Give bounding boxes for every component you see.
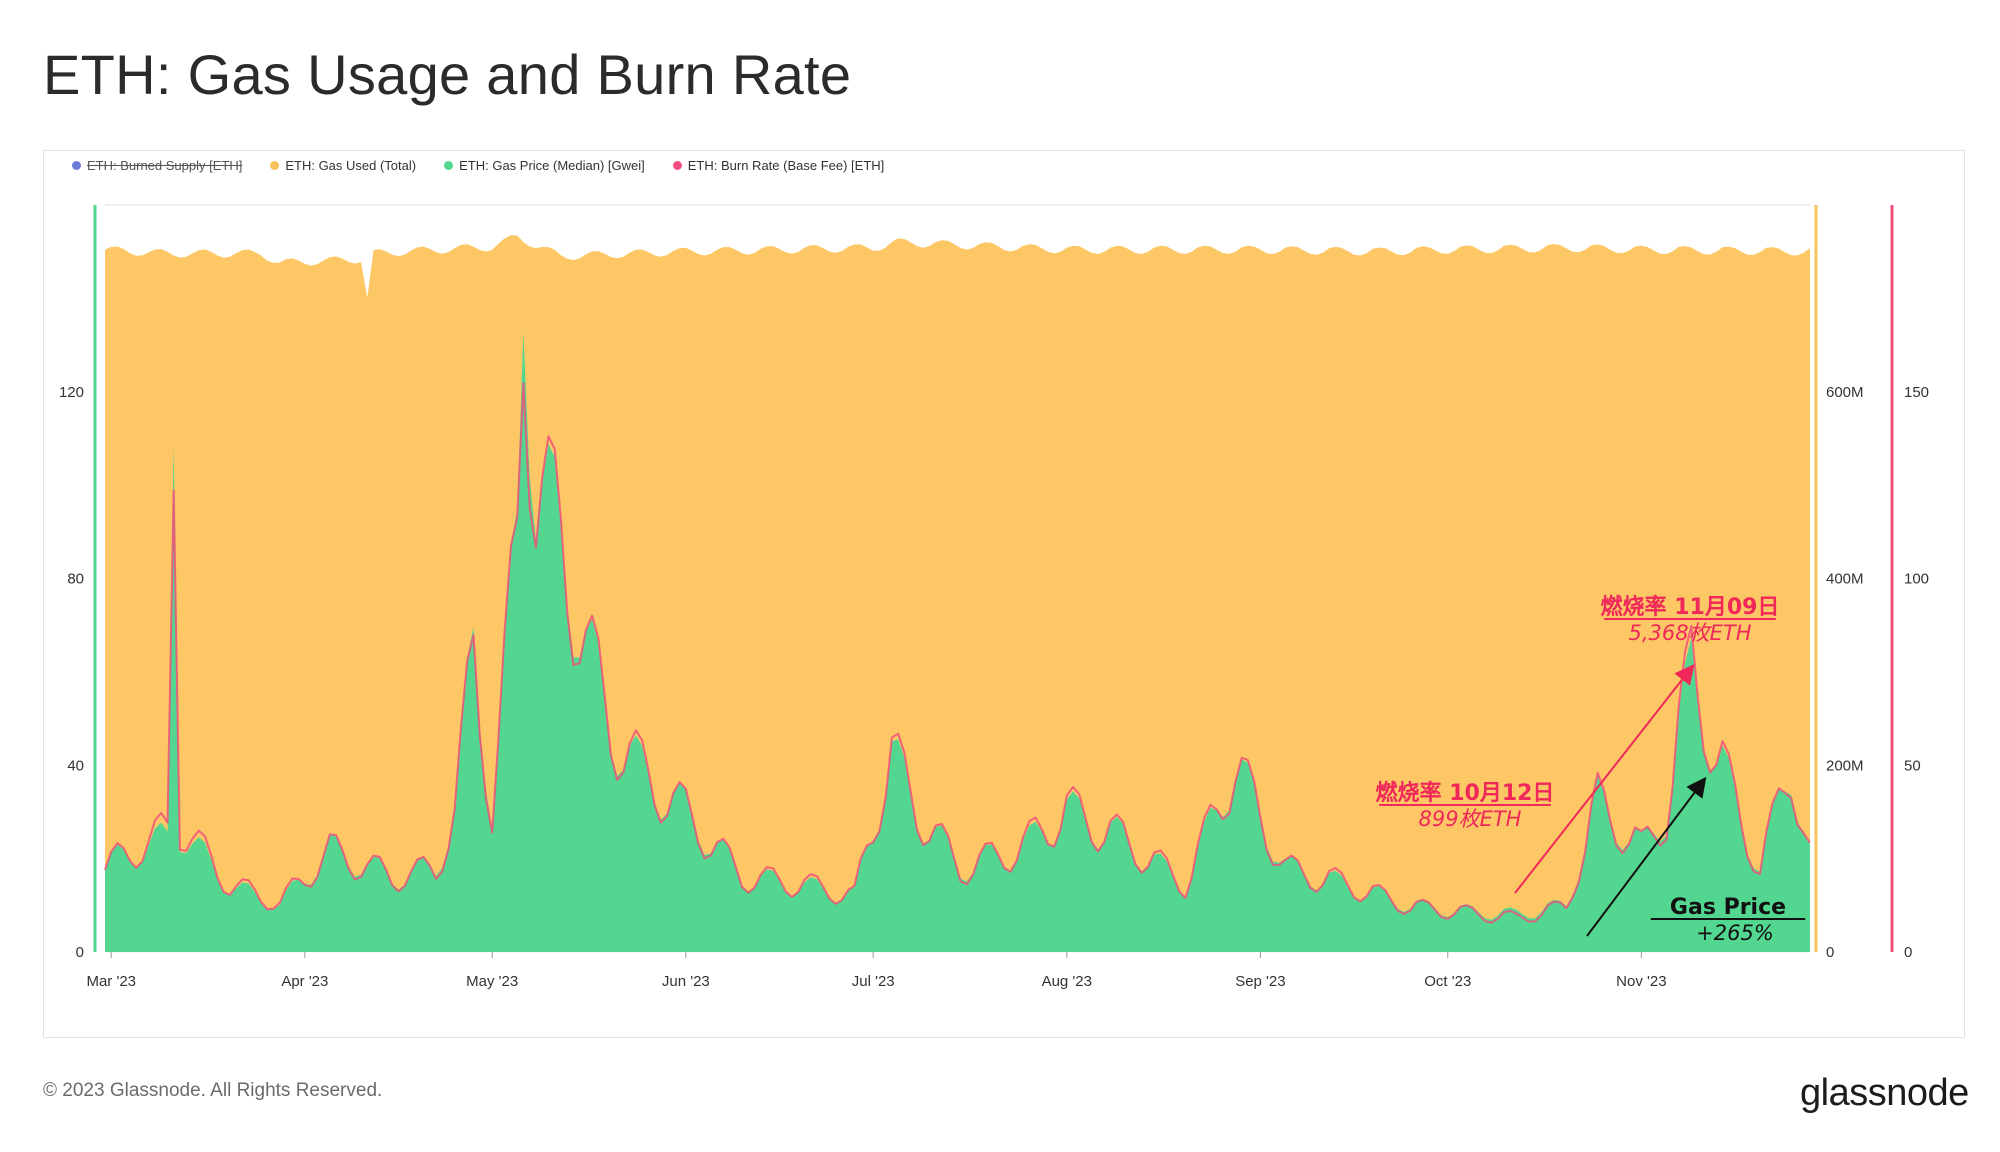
x-tick-label: Jul '23	[852, 973, 895, 990]
legend-label-burn-rate: ETH: Burn Rate (Base Fee) [ETH]	[687, 158, 885, 173]
chart-legend: ETH: Burned Supply [ETH] ETH: Gas Used (…	[72, 158, 884, 173]
legend-item-gas-price[interactable]: ETH: Gas Price (Median) [Gwei]	[444, 158, 645, 173]
legend-dot-gas-price	[444, 161, 454, 170]
y-tick-left: 80	[67, 571, 84, 588]
y-tick-left: 40	[67, 757, 84, 774]
y-tick-right-burn: 50	[1904, 757, 1921, 774]
annotation-gas-price-title: Gas Price	[1670, 895, 1786, 920]
legend-label-burned-supply: ETH: Burned Supply [ETH]	[87, 158, 243, 173]
annotation-nov09-title: 燃烧率 11月09日	[1601, 594, 1780, 620]
annotation-arrow-gas	[1586, 776, 1707, 937]
y-tick-right-gas: 400M	[1826, 571, 1864, 588]
legend-dot-gas-used	[270, 161, 280, 170]
x-tick-label: Sep '23	[1235, 973, 1285, 990]
x-tick-label: Mar '23	[86, 973, 136, 990]
legend-item-gas-used[interactable]: ETH: Gas Used (Total)	[270, 158, 416, 173]
y-tick-left: 120	[59, 384, 84, 401]
x-tick-label: Oct '23	[1424, 973, 1471, 990]
x-tick-label: Apr '23	[281, 973, 328, 990]
legend-item-burn-rate[interactable]: ETH: Burn Rate (Base Fee) [ETH]	[672, 158, 885, 173]
annotation-gas-price-value: +265%	[1696, 921, 1774, 945]
annotation-arrow-burn	[1514, 663, 1695, 894]
y-tick-right-gas: 600M	[1826, 384, 1864, 401]
x-tick-label: Jun '23	[662, 973, 710, 990]
y-tick-right-burn: 0	[1904, 944, 1912, 961]
glassnode-logo: glassnode	[1800, 1072, 1969, 1114]
legend-label-gas-price: ETH: Gas Price (Median) [Gwei]	[459, 158, 645, 173]
annotation-oct12-title: 燃烧率 10月12日	[1376, 780, 1555, 806]
y-tick-right-burn: 150	[1904, 384, 1929, 401]
legend-label-gas-used: ETH: Gas Used (Total)	[285, 158, 417, 173]
x-tick-label: Nov '23	[1616, 973, 1666, 990]
copyright-text: © 2023 Glassnode. All Rights Reserved.	[43, 1080, 383, 1101]
series-area-1	[105, 332, 1810, 952]
legend-dot-burned-supply	[72, 161, 81, 170]
legend-dot-burn-rate	[672, 161, 682, 170]
page-title: ETH: Gas Usage and Burn Rate	[43, 43, 852, 106]
y-tick-right-gas: 200M	[1826, 757, 1864, 774]
series-line-2	[104, 382, 1811, 924]
y-tick-left: 0	[76, 944, 84, 961]
y-tick-right-gas: 0	[1826, 944, 1834, 961]
annotation-oct12-value: 899枚ETH	[1419, 807, 1522, 831]
y-tick-right-burn: 100	[1904, 571, 1929, 588]
legend-item-burned-supply[interactable]: ETH: Burned Supply [ETH]	[72, 158, 242, 173]
annotation-nov09-value: 5,368枚ETH	[1628, 621, 1751, 645]
x-tick-label: May '23	[466, 973, 518, 990]
x-tick-label: Aug '23	[1042, 973, 1092, 990]
